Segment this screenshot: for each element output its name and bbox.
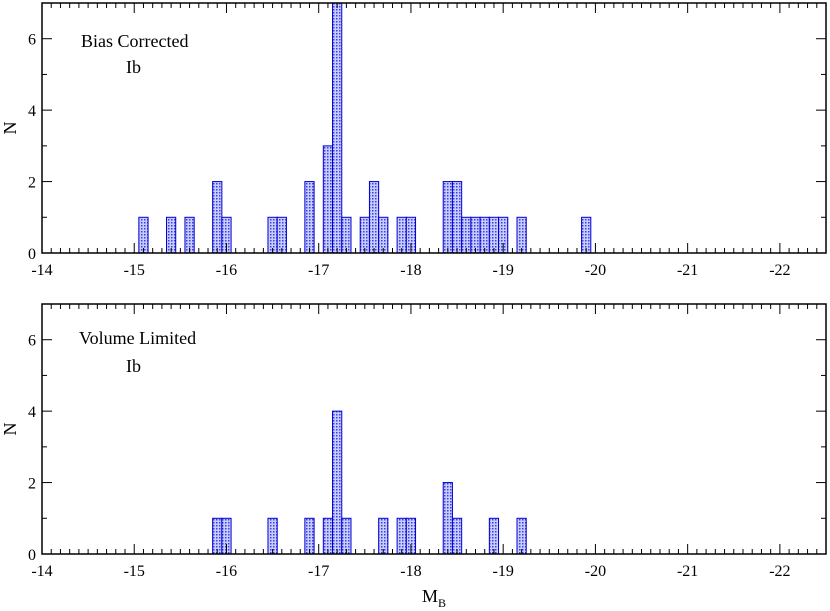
bottom-y-tick-label: 4 xyxy=(28,404,36,421)
x-axis-label-subscript: B xyxy=(438,596,446,610)
top-bar xyxy=(341,216,352,254)
bottom-bar xyxy=(212,517,223,555)
bottom-y-ticks: 0 2 4 6 xyxy=(28,303,826,564)
top-bar xyxy=(516,216,527,254)
bottom-bar xyxy=(451,517,463,555)
bottom-bar xyxy=(488,517,500,555)
top-bar xyxy=(461,216,472,254)
top-bar xyxy=(166,216,177,254)
bottom-x-axis-label: MB xyxy=(422,586,446,610)
top-annotation-type: Ib xyxy=(126,57,141,77)
top-bar xyxy=(212,181,223,254)
top-bar xyxy=(332,2,343,254)
bottom-x-tick-label: -14 xyxy=(31,563,52,580)
bottom-bar xyxy=(396,517,407,555)
bottom-y-axis-label: N xyxy=(0,423,20,436)
bottom-x-tick-label: -19 xyxy=(493,563,514,580)
bottom-bar xyxy=(322,517,334,555)
top-bar xyxy=(451,181,463,254)
bottom-x-tick-label: -18 xyxy=(400,563,421,580)
bottom-y-tick-label: 2 xyxy=(28,476,36,493)
top-bar xyxy=(396,216,407,254)
top-bar xyxy=(304,181,315,254)
top-x-tick-label: -19 xyxy=(493,262,514,279)
bottom-bar xyxy=(341,517,352,555)
bottom-bar xyxy=(267,517,278,555)
top-y-tick-label: 4 xyxy=(28,103,36,120)
top-y-tick-label: 0 xyxy=(28,246,36,263)
top-y-ticks: 0 2 4 6 xyxy=(28,2,826,263)
top-bar xyxy=(276,216,287,254)
top-x-tick-label: -15 xyxy=(124,262,145,279)
bottom-bar xyxy=(378,517,389,555)
bottom-x-tick-label: -15 xyxy=(124,563,145,580)
top-bar xyxy=(479,216,490,254)
top-bar xyxy=(359,216,370,254)
top-x-tick-label: -17 xyxy=(308,262,329,279)
top-bar xyxy=(138,216,149,254)
top-bar xyxy=(184,216,195,254)
x-axis-label-main: M xyxy=(422,586,438,606)
top-x-tick-label: -20 xyxy=(585,262,606,279)
top-plot-frame xyxy=(41,2,827,254)
top-panel: -14 -15 -16 -17 -18 -19 -20 -21 -22 0 2 4 6 N Bias … xyxy=(0,2,827,279)
bottom-bar xyxy=(442,482,453,555)
bottom-x-tick-label: -22 xyxy=(769,563,790,580)
top-bar xyxy=(488,216,500,254)
top-x-tick-label: -14 xyxy=(31,262,52,279)
bottom-x-tick-label: -17 xyxy=(308,563,329,580)
bottom-annotation-type: Ib xyxy=(126,356,141,376)
bottom-y-tick-label: 6 xyxy=(28,333,36,350)
bottom-bar xyxy=(516,517,527,555)
top-bars xyxy=(138,2,592,254)
top-bar xyxy=(368,181,380,254)
bottom-annotation-title: Volume Limited xyxy=(79,328,196,348)
top-x-tick-label: -16 xyxy=(216,262,237,279)
bottom-x-tick-label: -20 xyxy=(585,563,606,580)
top-bar xyxy=(470,216,481,254)
top-y-tick-label: 2 xyxy=(28,175,36,192)
bottom-x-tick-label: -16 xyxy=(216,563,237,580)
bottom-bars xyxy=(212,410,527,555)
top-x-ticks: -14 -15 -16 -17 -18 -19 -20 -21 -22 xyxy=(31,3,827,279)
top-y-tick-label: 6 xyxy=(28,32,36,49)
top-x-tick-label: -22 xyxy=(769,262,790,279)
top-bar xyxy=(442,181,453,254)
top-bar xyxy=(322,145,334,254)
top-bar xyxy=(378,216,389,254)
bottom-plot-frame xyxy=(41,303,827,555)
top-x-tick-label: -21 xyxy=(677,262,698,279)
top-y-axis-label: N xyxy=(0,122,20,135)
bottom-x-ticks: -14 -15 -16 -17 -18 -19 -20 -21 -22 xyxy=(31,304,827,580)
top-bar xyxy=(267,216,278,254)
bottom-x-tick-label: -21 xyxy=(677,563,698,580)
bottom-bar xyxy=(304,517,315,555)
top-bar xyxy=(581,216,592,254)
top-annotation-title: Bias Corrected xyxy=(81,31,188,51)
bottom-y-tick-label: 0 xyxy=(28,547,36,564)
top-x-tick-label: -18 xyxy=(400,262,421,279)
bottom-panel: -14 -15 -16 -17 -18 -19 -20 -21 -22 0 2 4 6 N Volum… xyxy=(0,303,827,610)
bottom-bar xyxy=(332,410,343,555)
